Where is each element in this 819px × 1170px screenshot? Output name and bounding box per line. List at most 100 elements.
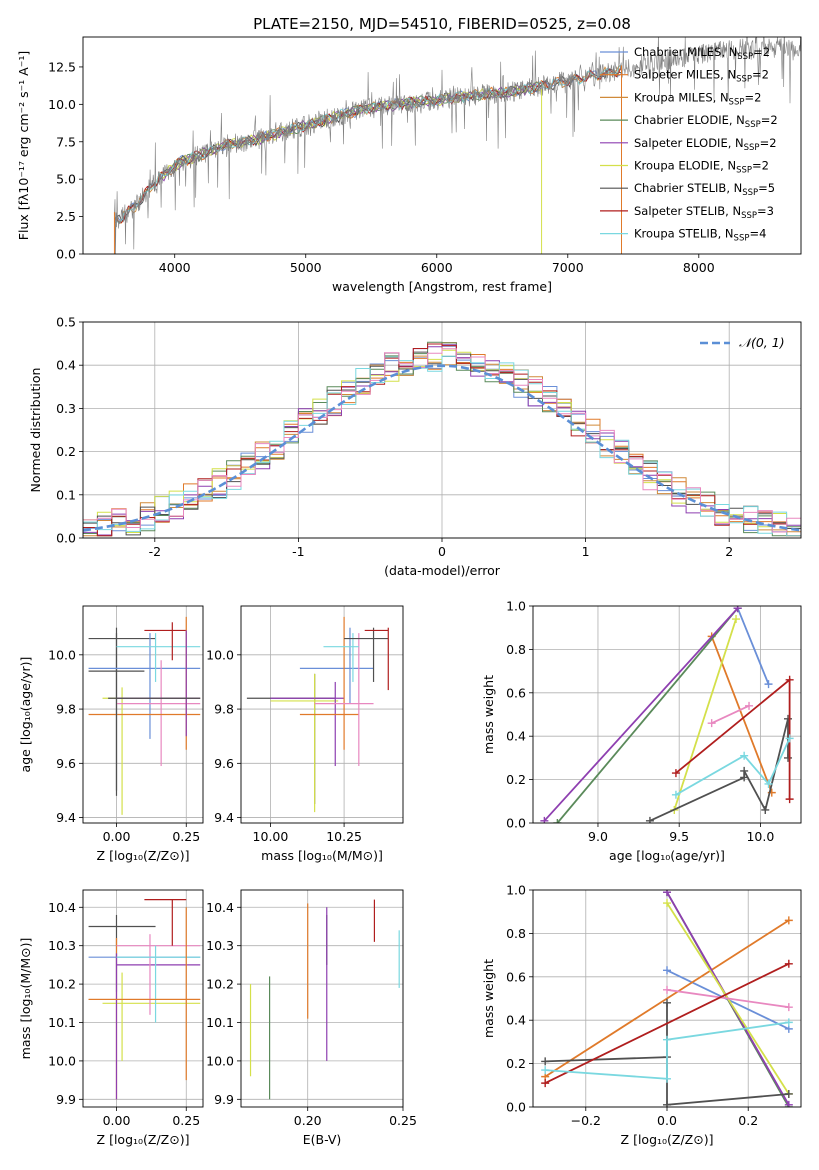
y-axis-label: age [log₁₀(age/yr)] [18,657,33,773]
legend-label-tail: =5 [758,181,775,195]
x-tick-label: 7000 [552,260,584,275]
y-tick-label: 0.8 [506,926,526,941]
mass-weight-line [666,988,789,1009]
axes-frame [82,605,204,824]
axes-frame [82,889,204,1108]
y-tick-label: 2.5 [56,209,76,224]
mass-weight-line [544,962,790,1084]
mass-weight-marker [645,816,654,823]
mass-weight-line [545,1021,789,1080]
mass-weight-marker [785,675,794,684]
mass-weight-marker [764,779,773,788]
y-tick-label: 10.2 [48,977,76,992]
mass-weight-line [711,704,750,725]
axes: 4000 5000 6000 7000 8000 0.0 2.5 5.0 7.5 10.0 12.5… [16,51,715,294]
mass-weight-marker [764,680,773,689]
mass-vs-metallicity-panel: 0.00 0.25 9.9 10.0 10.1 10.2 10.3 10.4 Z [log₁₀(… [18,889,204,1147]
legend-label-main: Salpeter MILES, N [634,68,736,82]
y-tick-label: 10.1 [48,1015,76,1030]
x-tick-label: 0.25 [389,1113,417,1128]
mass-weight-line [675,738,791,796]
spectrum-panel: 4000 5000 6000 7000 8000 0.0 2.5 5.0 7.5 10.0 12.5… [16,36,802,294]
legend-label: Kroupa MILES, NSSP=2 [634,90,761,107]
legend-label-tail: =2 [760,136,777,150]
plot-area [83,341,801,537]
x-tick-label: 4000 [159,260,191,275]
mass-weight-marker [541,1057,550,1066]
axes-frame [82,321,802,539]
mass-weight-marker [784,1018,793,1027]
y-tick-label: 0.5 [56,315,76,330]
mass-weight-marker [541,1066,550,1075]
x-tick-label: 9.5 [669,829,689,844]
residuals-panel: -2 -1 0 1 2 0.0 0.1 0.2 0.3 0.4 0.5 (data-model)/er… [28,315,802,578]
y-tick-label: 9.6 [56,756,76,771]
x-axis-label: Z [log₁₀(Z/Z⊙)] [621,1132,714,1147]
legend-label-subscript: SSP [744,143,760,153]
mass-weight-marker [663,1074,671,1083]
mass-weight-marker [785,734,794,743]
legend-label: Chabrier MILES, NSSP=2 [634,45,770,62]
mass-weight-marker [740,766,749,775]
mass-weight-marker [784,714,793,723]
legend-label-subscript: SSP [736,75,752,85]
mass-weight-marker [671,769,680,778]
legend-label-subscript: SSP [736,166,752,176]
legend-label-subscript: SSP [729,97,745,107]
axes: 10.00 10.25 9.4 9.6 9.8 10.0 mass [log₁₀(M/M⊙)… [206,647,383,863]
y-tick-label: 0.0 [506,816,526,831]
y-tick-label: 0.2 [506,772,526,787]
observed-spectrum-line [114,37,801,254]
x-tick-label: 0.00 [103,829,131,844]
legend-label-subscript: SSP [742,188,758,198]
mass-vs-ebv-panel: 0.20 0.25 9.9 10.0 10.1 10.2 10.3 10.4 E(B-V) [206,889,417,1147]
y-tick-label: 0.4 [506,1013,526,1028]
y-tick-label: 12.5 [48,59,76,74]
x-axis-label: wavelength [Angstrom, rest frame] [332,279,552,294]
legend-label: Kroupa ELODIE, NSSP=2 [634,159,769,176]
y-tick-label: 0.3 [56,401,76,416]
legend-label: Kroupa STELIB, NSSP=4 [634,227,766,244]
x-tick-label: 10.0 [746,829,774,844]
legend-label-subscript: SSP [734,234,750,244]
mass-weight-marker [784,1100,793,1107]
legend-label-tail: =2 [744,90,761,104]
mass-weight-line [556,607,739,823]
mass-weight-marker [663,899,671,908]
x-axis-label: mass [log₁₀(M/M⊙)] [261,848,383,863]
y-tick-label: 0.8 [506,642,526,657]
mass-weight-marker [761,805,770,814]
legend-label: Salpeter STELIB, NSSP=3 [634,204,774,221]
y-tick-label: 0.4 [506,729,526,744]
y-tick-label: 10.0 [48,647,76,662]
plot-area [541,890,793,1107]
legend-label-tail: =3 [757,204,774,218]
legend-label-main: Kroupa MILES, N [634,90,729,104]
mass-weight-line [673,618,737,811]
mass-weight-marker [784,916,793,925]
plot-area [249,899,400,1100]
legend-label-subscript: SSP [741,211,757,221]
y-tick-label: 9.8 [56,702,76,717]
y-tick-label: 10.1 [206,1015,234,1030]
axes-frame [532,889,802,1108]
axes: 0.20 0.25 9.9 10.0 10.1 10.2 10.3 10.4 E(B-V) [206,900,417,1147]
x-tick-label: 10.25 [326,829,362,844]
mass-weight-marker [732,615,741,624]
y-tick-label: 0.0 [56,531,76,546]
figure-title: PLATE=2150, MJD=54510, FIBERID=0525, z=0… [253,15,631,33]
x-tick-label: 1 [582,544,590,559]
y-tick-label: 0.0 [56,247,76,262]
mass-weight-marker [663,1035,671,1044]
mass-weight-line [649,718,789,822]
mass-weight-line [543,607,739,822]
y-tick-label: 9.4 [214,810,234,825]
mass-weight-marker [784,959,793,968]
mass-weight-marker [540,816,549,823]
legend-label-subscript: SSP [745,120,761,130]
mass-weight-vs-age-panel: 9.0 9.5 10.0 0.0 0.2 0.4 0.6 0.8 1.0 age [log₁₀(a… [481,599,802,863]
mass-weight-marker [707,719,716,728]
y-tick-label: 0.2 [506,1056,526,1071]
y-tick-label: 10.0 [206,1053,234,1068]
